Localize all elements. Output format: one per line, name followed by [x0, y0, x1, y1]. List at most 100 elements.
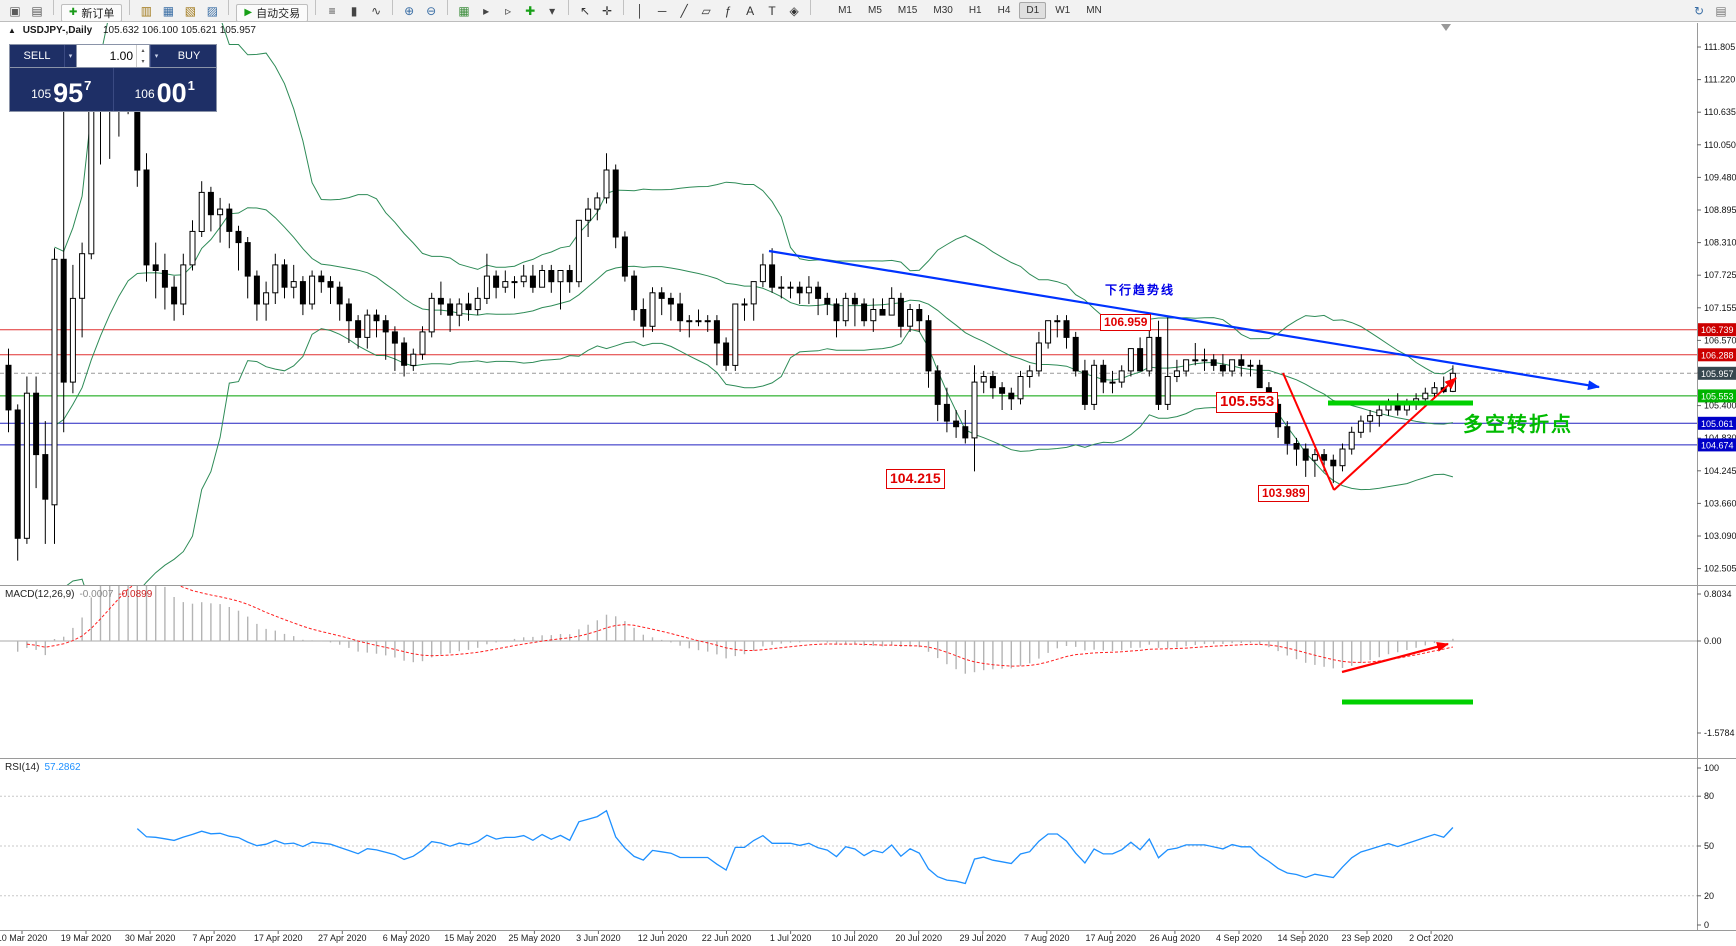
buy-price[interactable]: 106 00 1	[114, 68, 217, 111]
new-order-button-label: 新订单	[81, 7, 115, 20]
candle-body	[529, 275, 536, 288]
chart-shift-icon[interactable]: ▹	[505, 4, 512, 19]
tab-timeframe-D1[interactable]: D1	[1019, 2, 1047, 19]
candle-body	[23, 392, 30, 539]
sell-dropdown-icon[interactable]: ▾	[64, 45, 76, 67]
volume-up-icon[interactable]: ▴	[141, 48, 145, 54]
candle-body	[667, 297, 674, 305]
auto-scroll-icon[interactable]: ▸	[483, 4, 490, 19]
price-axis-label: 111.805	[1704, 42, 1735, 52]
candle-body	[759, 264, 766, 283]
candle-body	[180, 264, 187, 305]
data-window-icon[interactable]: ▦	[162, 4, 175, 19]
candle-body	[520, 275, 527, 283]
price-annotation-105.553[interactable]: 105.553	[1216, 392, 1279, 413]
candle-body	[447, 303, 454, 316]
tab-timeframe-W1[interactable]: W1	[1055, 5, 1071, 16]
pivot-label[interactable]: 多空转折点	[1463, 414, 1573, 436]
crosshair-icon[interactable]: ✛	[602, 4, 613, 19]
candle-body	[189, 230, 196, 266]
terminal-icon[interactable]: ▨	[206, 4, 219, 19]
macd-name: MACD(12,26,9)	[5, 589, 75, 600]
profiles-icon[interactable]: ▤	[31, 4, 43, 19]
bar-chart-icon[interactable]: ≡	[328, 4, 336, 19]
date-axis-label: 17 Aug 2020	[1086, 933, 1137, 943]
volume-down-icon[interactable]: ▾	[141, 59, 145, 65]
line-chart-icon[interactable]: ∿	[371, 4, 382, 19]
channel-icon[interactable]: ▱	[701, 4, 711, 19]
candle-body	[907, 309, 914, 327]
buy-button[interactable]: BUY	[162, 45, 216, 67]
sell-price-big: 95	[53, 78, 84, 109]
date-axis-label: 2 Oct 2020	[1409, 933, 1453, 943]
vertical-line-icon[interactable]: │	[636, 4, 644, 19]
horizontal-line-icon[interactable]: ─	[657, 4, 667, 19]
downtrend-line[interactable]	[768, 249, 1600, 391]
candle-body	[1219, 364, 1226, 372]
rally-arrow[interactable]	[1333, 377, 1457, 491]
period-dropdown-icon[interactable]: ▾	[549, 4, 556, 19]
zoom-in-icon[interactable]: ⊕	[404, 4, 415, 19]
macd-plot	[0, 586, 1697, 705]
new-order-button[interactable]: ✚ 新订单	[61, 3, 123, 22]
price-axis-label: 104.245	[1704, 466, 1736, 476]
price-annotation-103.989[interactable]: 103.989	[1258, 485, 1310, 502]
sell-price-prefix: 105	[31, 87, 52, 101]
candle-body	[851, 297, 858, 305]
candle-body	[796, 286, 803, 294]
trendline-icon[interactable]: ╱	[680, 4, 688, 19]
refresh-icon[interactable]: ↻	[1693, 3, 1705, 18]
indicators-icon[interactable]: ✚	[525, 4, 536, 19]
tab-timeframe-M5[interactable]: M5	[868, 5, 882, 16]
market-watch-icon[interactable]: ▥	[140, 4, 153, 19]
window-layout-icon[interactable]: ▤	[1715, 3, 1727, 18]
candle-body	[1284, 426, 1291, 444]
autotrade-button[interactable]: ▶ 自动交易	[236, 3, 309, 22]
price-annotation-104.215[interactable]: 104.215	[886, 469, 945, 489]
candle-body	[1137, 348, 1144, 372]
price-axis-label: 108.895	[1704, 205, 1736, 215]
cursor-icon[interactable]: ↖	[580, 4, 591, 19]
macd-arrow[interactable]	[1341, 641, 1449, 674]
zoom-out-icon[interactable]: ⊖	[426, 4, 437, 19]
sell-price[interactable]: 105 95 7	[10, 68, 114, 111]
tab-timeframe-H1[interactable]: H1	[968, 5, 982, 16]
label-icon[interactable]: T	[768, 4, 776, 19]
downtrend-label[interactable]: 下行趋势线	[1105, 283, 1176, 297]
toolbar-separator	[53, 0, 54, 16]
rsi-plot	[0, 795, 1697, 897]
fibonacci-icon[interactable]: ƒ	[724, 4, 732, 19]
price-badge-label: 106.739	[1701, 325, 1734, 335]
text-icon[interactable]: A	[746, 4, 755, 19]
toolbar-separator	[228, 0, 230, 16]
date-axis-label: 27 Apr 2020	[318, 933, 367, 943]
decline-line[interactable]	[1282, 372, 1335, 491]
candle-body	[1321, 454, 1328, 461]
one-click-toggle-icon[interactable]: ▲	[8, 26, 16, 35]
tab-timeframe-MN[interactable]: MN	[1086, 5, 1102, 16]
candle-body	[879, 309, 886, 316]
candle-body	[1081, 370, 1088, 405]
tab-timeframe-H4[interactable]: H4	[997, 5, 1011, 16]
volume-stepper: ▴ ▾	[136, 45, 149, 67]
shapes-icon[interactable]: ◈	[789, 4, 799, 19]
price-annotation-106.959[interactable]: 106.959	[1100, 314, 1152, 331]
candle-body	[88, 108, 95, 255]
volume-input[interactable]	[77, 45, 136, 67]
tab-timeframe-M1[interactable]: M1	[838, 5, 852, 16]
date-axis-label: 12 Jun 2020	[638, 933, 688, 943]
buy-dropdown-icon[interactable]: ▾	[150, 45, 162, 67]
candle-body	[999, 387, 1006, 394]
candle-chart-icon[interactable]: ▮	[350, 4, 358, 19]
right-shift-marker[interactable]	[1441, 24, 1451, 31]
tab-timeframe-M30[interactable]: M30	[933, 5, 953, 16]
candle-body	[861, 303, 868, 322]
grid-icon[interactable]: ▦	[458, 4, 470, 19]
tab-timeframe-M15[interactable]: M15	[897, 5, 918, 16]
new-chart-icon[interactable]: ▣	[9, 4, 21, 19]
navigator-icon[interactable]: ▧	[184, 4, 197, 19]
sell-button[interactable]: SELL	[10, 45, 64, 67]
candle-body	[1229, 359, 1236, 372]
main-chart-plot	[0, 23, 1697, 585]
